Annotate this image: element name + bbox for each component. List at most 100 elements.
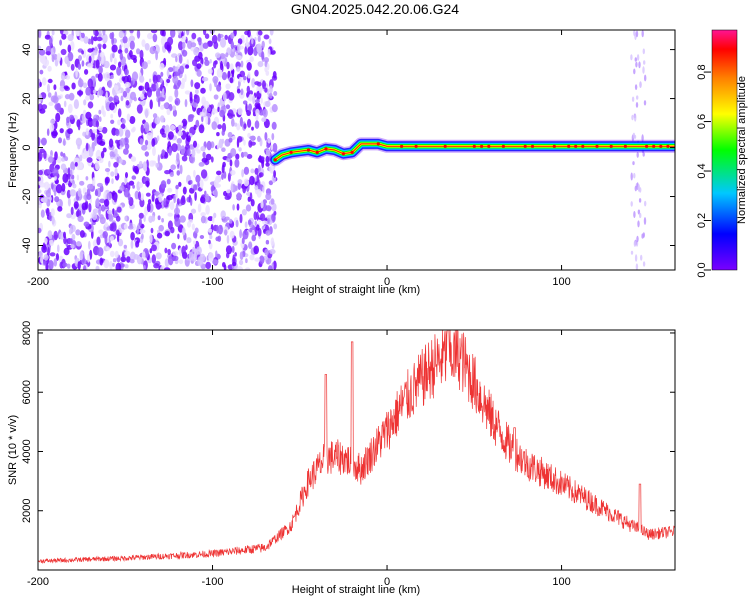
noise-speckle [247,30,251,38]
noise-speckle [181,49,188,57]
noise-speckle [216,84,222,92]
noise-speckle [209,30,214,33]
noise-speckle [231,118,235,127]
noise-speckle [55,184,63,194]
noise-speckle [246,85,250,94]
noise-speckle [92,50,98,56]
noise-speckle [188,114,195,119]
noise-speckle [144,139,149,146]
noise-speckle [642,261,646,267]
noise-speckle [256,81,262,87]
noise-speckle [143,265,146,270]
noise-speckle [245,102,248,113]
noise-speckle [258,87,263,94]
noise-speckle [163,197,167,206]
noise-speckle [247,196,251,202]
noise-speckle [62,262,68,268]
noise-speckle [249,254,255,261]
y-tick-label: 0 [21,144,33,150]
noise-speckle [173,194,176,204]
noise-speckle [75,210,80,218]
noise-speckle [268,180,274,186]
noise-speckle [85,176,89,181]
noise-speckle [98,65,103,75]
noise-speckle [75,68,78,78]
noise-speckle [150,227,154,234]
noise-speckle [57,206,63,212]
noise-speckle [160,71,164,77]
noise-speckle [265,205,272,212]
noise-speckle [99,214,104,220]
noise-speckle [632,132,636,139]
noise-speckle [179,215,186,223]
noise-speckle [75,229,81,236]
signal-peak-dot [376,142,380,146]
signal-peak-dot [324,147,328,151]
noise-speckle [86,193,92,200]
noise-speckle [135,240,140,248]
noise-speckle [185,64,190,69]
noise-speckle [112,258,117,263]
noise-speckle [239,229,243,239]
noise-speckle [216,132,220,137]
noise-speckle [268,92,273,99]
snr-x-label: Height of straight line (km) [292,584,420,596]
noise-speckle [174,217,181,228]
noise-speckle [43,150,47,159]
noise-speckle [240,90,243,96]
noise-speckle [126,113,131,121]
noise-speckle [219,60,223,71]
noise-speckle [197,181,201,187]
noise-speckle [159,62,165,70]
signal-peak-dot [501,144,505,148]
x-tick-label: -200 [27,576,49,588]
noise-speckle [222,92,227,102]
noise-speckle [634,57,637,62]
noise-speckle [195,174,201,183]
noise-speckle [98,30,102,34]
noise-speckle [201,115,204,123]
signal-track [268,137,675,167]
snr-y-label: SNR (10 * v/v) [7,415,19,485]
noise-speckle [48,260,54,270]
noise-speckle [262,199,267,205]
noise-speckle [237,179,243,184]
noise-speckle [178,181,182,187]
spectrogram-x-label: Height of straight line (km) [292,284,420,296]
noise-speckle [258,172,264,178]
noise-speckle [189,91,193,102]
noise-speckle [38,227,42,234]
noise-speckle [118,61,122,68]
noise-speckle [141,144,148,151]
noise-speckle [131,175,137,180]
noise-speckle [261,40,265,49]
noise-speckle [107,79,113,89]
noise-speckle [230,32,235,39]
noise-speckle [83,36,89,44]
noise-speckle [56,53,61,62]
noise-speckle [204,33,210,39]
noise-speckle [136,48,141,55]
noise-speckle [47,92,52,98]
noise-speckle [141,233,144,240]
noise-speckle [239,251,244,260]
noise-speckle [62,173,69,184]
noise-speckle [263,34,270,40]
noise-speckle [172,109,177,117]
signal-peak-dot [400,144,404,148]
noise-speckle [172,75,179,84]
noise-speckle [56,156,62,164]
noise-speckle [39,182,46,188]
noise-speckle [38,169,43,176]
signal-peak-dot [472,144,476,148]
noise-speckle [110,119,115,125]
noise-speckle [124,250,131,257]
noise-speckle [265,149,271,158]
noise-speckle [173,84,178,90]
noise-speckle [141,39,146,47]
noise-speckle [208,239,211,245]
noise-speckle [108,138,114,148]
signal-peak-dot [306,148,311,152]
noise-speckle [95,265,100,270]
noise-speckle [186,30,190,36]
